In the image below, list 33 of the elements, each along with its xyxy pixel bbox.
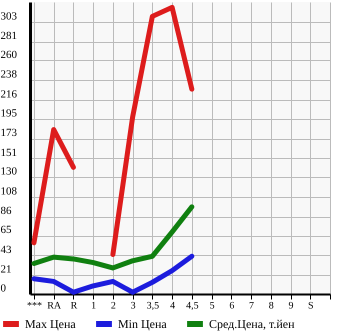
x-tick-label: 3,5 [146,300,160,312]
legend-label: Сред.Цена, т.йен [209,317,296,331]
x-tick-label: 3 [130,300,136,312]
y-tick-label: 43 [0,244,12,256]
y-tick-label: 195 [0,107,18,120]
x-tick-label: 2 [110,300,116,312]
x-tick-label: *** [26,300,42,312]
y-tick-label: 238 [0,68,18,81]
legend-label: Max Цена [25,317,76,331]
x-tick-label: 6 [229,300,234,312]
y-tick-label: 281 [0,30,17,42]
y-tick-label: 173 [0,127,18,140]
x-tick-label: RA [47,300,62,312]
y-tick-label: 0 [0,282,6,294]
y-tick-label: 216 [0,88,18,100]
y-tick-label: 151 [0,146,17,159]
y-tick-label: 130 [0,166,18,178]
y-tick-label: 21 [0,264,12,276]
y-tick-label: 108 [0,185,18,198]
x-tick-label: 7 [249,300,254,312]
y-tick-label: 86 [0,205,12,218]
x-tick-label: R [70,300,78,312]
x-tick-label: 4,5 [186,300,199,312]
y-tick-label: 303 [0,10,18,22]
y-tick-label: 65 [0,224,12,236]
y-tick-label: 260 [0,48,18,61]
x-tick-label: 1 [91,300,96,312]
x-tick-label: 9 [288,300,294,312]
x-tick-label: 4 [170,300,176,312]
x-tick-label: S [308,300,314,312]
x-tick-label: 8 [268,300,274,312]
x-tick-label: 5 [210,300,215,312]
legend-label: Min Цена [118,317,168,331]
